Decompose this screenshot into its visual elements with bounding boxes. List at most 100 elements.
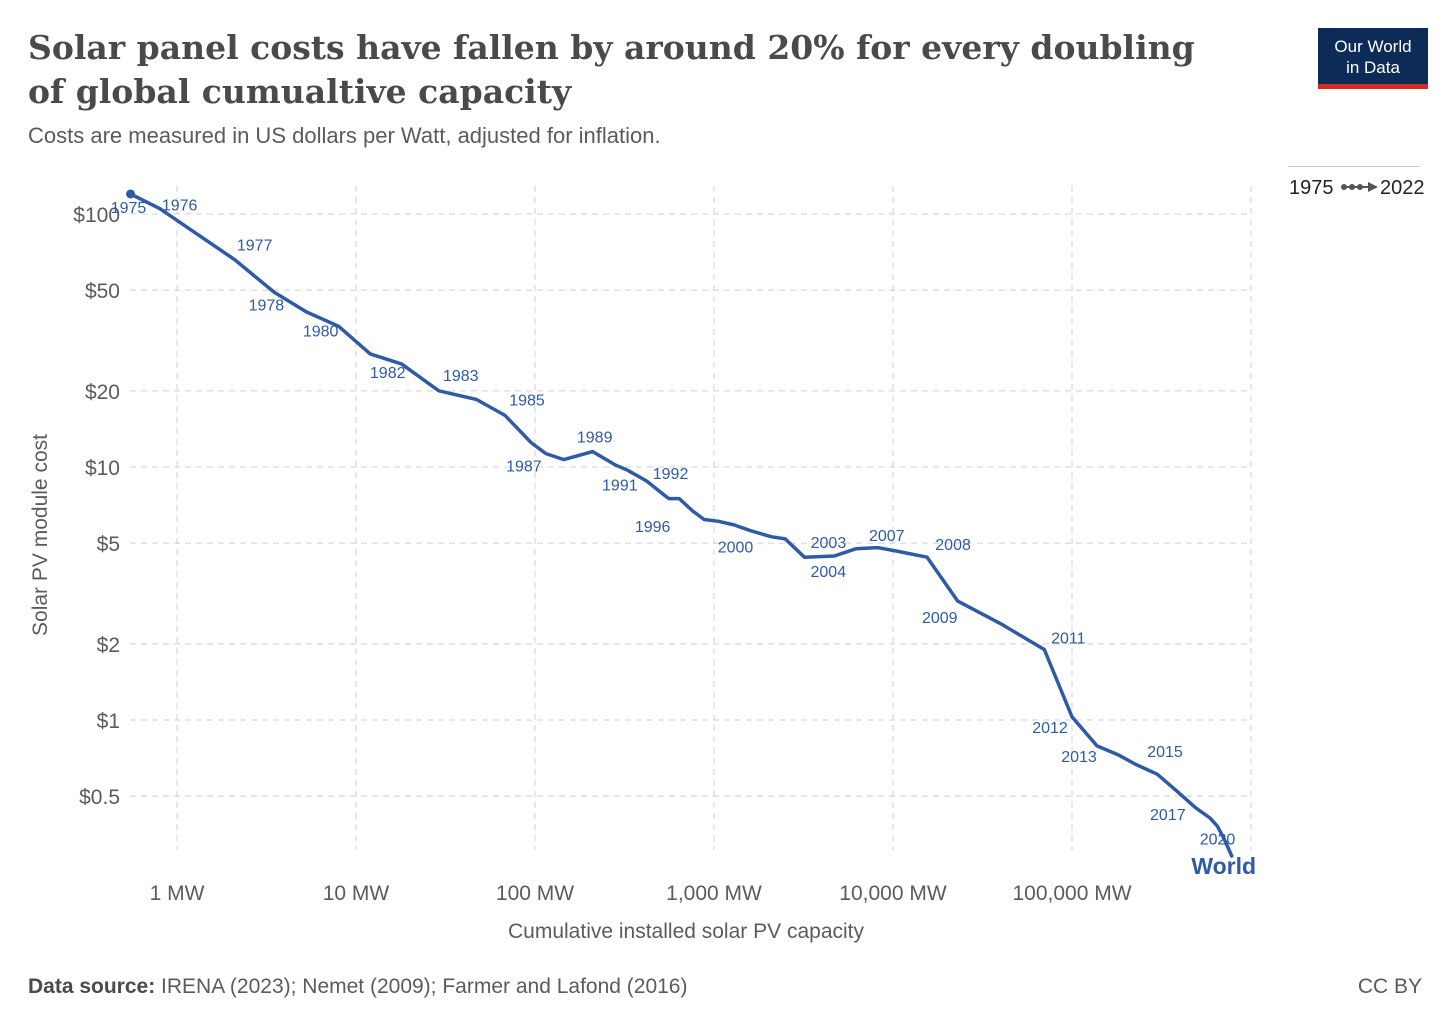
grid-lines (130, 186, 1252, 850)
timeline-arrow-icon (1341, 182, 1378, 192)
year-label: 1992 (653, 466, 689, 483)
data-point[interactable] (716, 518, 722, 524)
logo-line-1: Our World (1334, 37, 1412, 56)
year-label: 2009 (922, 610, 958, 627)
data-point[interactable] (625, 467, 631, 473)
year-label: 1987 (506, 459, 542, 476)
data-point[interactable] (590, 449, 596, 455)
data-point[interactable] (894, 548, 900, 554)
chart-subtitle: Costs are measured in US dollars per Wat… (28, 123, 661, 148)
data-point[interactable] (769, 534, 775, 540)
data-point[interactable] (666, 496, 672, 502)
data-point[interactable] (232, 257, 238, 263)
year-label: 2008 (935, 537, 971, 554)
data-point[interactable] (1041, 646, 1047, 652)
y-tick-label: $10 (85, 457, 120, 480)
line-chart[interactable]: $0.5$1$2$5$10$20$50$100 1 MW 10 MW 100 MW 1… (0, 0, 1456, 960)
year-label: 1983 (443, 368, 479, 385)
data-source-label: Data source: (28, 975, 156, 998)
year-label: 2017 (1150, 807, 1186, 824)
x-tick-label: 100 MW (496, 882, 574, 905)
data-point[interactable] (1154, 771, 1160, 777)
series-name-label: World (1191, 853, 1256, 879)
timeline-start-year[interactable]: 1975 (1289, 177, 1334, 199)
data-point[interactable] (676, 496, 682, 502)
timeline-end-year[interactable]: 2022 (1380, 177, 1425, 199)
data-point[interactable] (473, 396, 479, 402)
year-label: 1996 (635, 519, 671, 536)
data-point[interactable] (853, 546, 859, 552)
y-tick-label: $20 (85, 381, 120, 404)
year-label: 1982 (370, 365, 406, 382)
x-axis-ticks: 1 MW 10 MW 100 MW 1,000 MW 10,000 MW 100,000 … (150, 882, 1132, 905)
year-label: 1980 (303, 323, 339, 340)
year-label: 1975 (111, 200, 147, 217)
data-source: Data source: IRENA (2023); Nemet (2009);… (28, 975, 687, 999)
data-point[interactable] (128, 191, 134, 197)
chart-title: Solar panel costs have fallen by around … (28, 28, 1195, 111)
data-point[interactable] (831, 553, 837, 559)
year-label: 1977 (237, 238, 273, 255)
data-point[interactable] (955, 598, 961, 604)
data-point[interactable] (1193, 805, 1199, 811)
data-point[interactable] (998, 621, 1004, 627)
x-tick-label: 10,000 MW (839, 882, 947, 905)
data-point[interactable] (748, 528, 754, 534)
data-point[interactable] (502, 412, 508, 418)
data-point[interactable] (436, 388, 442, 394)
data-point[interactable] (782, 536, 788, 542)
data-point[interactable] (690, 508, 696, 514)
year-label: 1978 (249, 297, 285, 314)
data-point[interactable] (644, 478, 650, 484)
year-label: 2012 (1032, 720, 1068, 737)
timeline-divider (1288, 166, 1420, 167)
data-point[interactable] (543, 451, 549, 457)
data-point[interactable] (367, 351, 373, 357)
data-point[interactable] (528, 439, 534, 445)
year-label: 2004 (811, 564, 847, 581)
data-point[interactable] (561, 457, 567, 463)
y-axis-ticks: $0.5 $1 $2 $5 $10 $20 $50 $100 (73, 204, 120, 809)
y-tick-label: $1 (97, 710, 120, 733)
y-tick-label: $50 (85, 280, 120, 303)
data-point[interactable] (612, 462, 618, 468)
data-point[interactable] (1115, 752, 1121, 758)
data-point[interactable] (271, 289, 277, 295)
x-tick-label: 100,000 MW (1012, 882, 1131, 905)
owid-logo[interactable]: Our World in Data (1318, 28, 1428, 89)
year-label: 1985 (509, 392, 545, 409)
year-labels: 1975 1976 1977 1978 1980 1982 1983 1985 1987 1989… (111, 198, 1256, 879)
x-axis-label: Cumulative installed solar PV capacity (508, 920, 864, 943)
year-label: 2013 (1061, 749, 1097, 766)
year-label: 2020 (1200, 831, 1236, 848)
x-tick-label: 10 MW (323, 882, 390, 905)
data-point[interactable] (801, 554, 807, 560)
series-start-marker (126, 189, 136, 199)
y-tick-label: $2 (97, 634, 120, 657)
data-point[interactable] (660, 491, 666, 497)
series-line-world[interactable] (128, 192, 1234, 858)
data-point[interactable] (1132, 761, 1138, 767)
year-label: 2000 (718, 540, 754, 557)
year-label: 2003 (811, 535, 847, 552)
data-point[interactable] (731, 522, 737, 528)
series-group (126, 189, 1234, 858)
data-point[interactable] (875, 545, 881, 551)
data-point[interactable] (304, 309, 310, 315)
x-tick-label: 1,000 MW (666, 882, 762, 905)
data-source-text: IRENA (2023); Nemet (2009); Farmer and L… (155, 975, 688, 998)
x-tick-label: 1 MW (150, 882, 205, 905)
data-point[interactable] (1215, 823, 1221, 829)
data-point[interactable] (1207, 815, 1213, 821)
y-tick-label: $5 (97, 533, 120, 556)
year-label: 1989 (577, 430, 613, 447)
y-tick-label: $100 (73, 204, 120, 227)
year-label: 1991 (602, 477, 638, 494)
data-point[interactable] (1069, 714, 1075, 720)
year-label: 2007 (869, 528, 905, 545)
year-label: 2011 (1051, 630, 1086, 647)
data-point[interactable] (924, 554, 930, 560)
data-point[interactable] (1175, 789, 1181, 795)
data-point[interactable] (701, 517, 707, 523)
license-link[interactable]: CC BY (1357, 975, 1422, 998)
